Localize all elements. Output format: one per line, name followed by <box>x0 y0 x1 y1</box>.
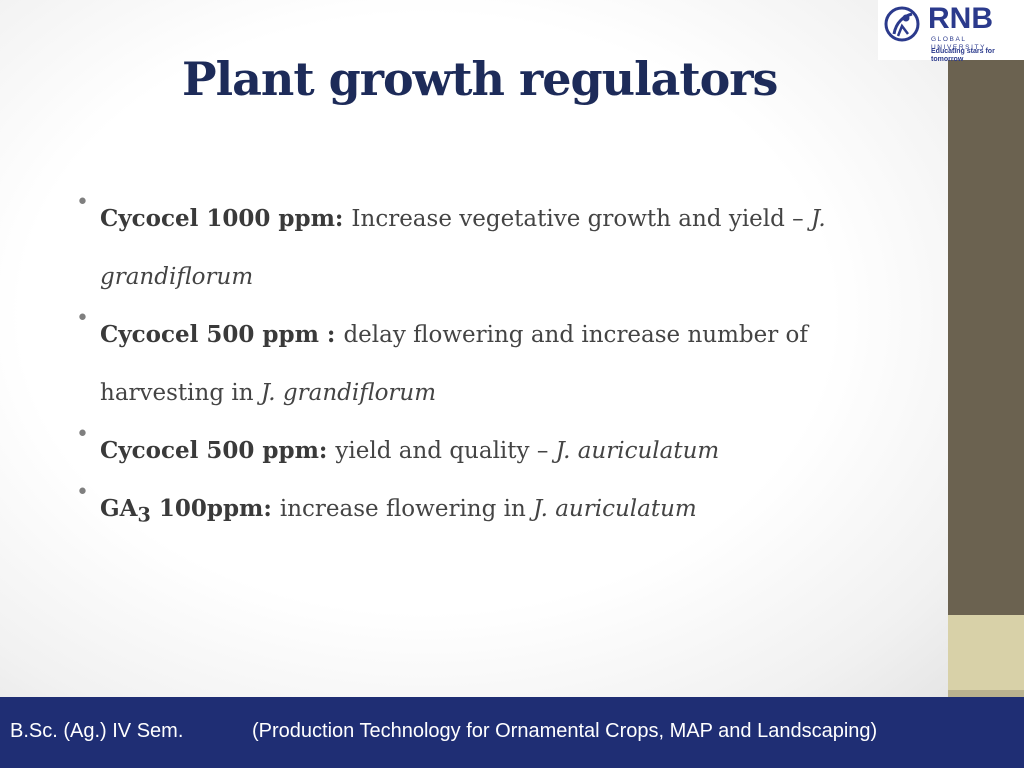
slide-background <box>0 0 948 697</box>
side-panel-strip <box>948 690 1024 697</box>
side-panel-light <box>948 615 1024 697</box>
bullet-species: J. auriculatum <box>555 438 720 464</box>
bullet-term: 100ppm <box>150 495 264 522</box>
footer-bar: B.Sc. (Ag.) IV Sem. (Production Technolo… <box>0 697 1024 768</box>
bullet-species: J. <box>811 206 826 232</box>
bullet-item: • Cycocel 1000 ppm: Increase vegetative … <box>74 190 894 306</box>
bullet-term-subscript: 3 <box>137 503 151 527</box>
bullet-species: grandiflorum <box>100 264 254 290</box>
logo-tagline: Educating stars for tomorrow <box>931 48 995 63</box>
bullet-item: • Cycocel 500 ppm : delay flowering and … <box>74 306 894 422</box>
bullet-text: delay flowering and increase number of <box>343 322 808 348</box>
side-panel-dark <box>948 60 1024 615</box>
bullet-line: GA3 100ppm: increase flowering in J. aur… <box>100 480 894 545</box>
bullet-term: Cycocel 1000 ppm <box>100 205 335 232</box>
slide-title: Plant growth regulators <box>182 52 778 106</box>
bullet-dot-icon: • <box>76 306 89 331</box>
bullet-line: Cycocel 500 ppm : delay flowering and in… <box>100 306 894 364</box>
bullet-term: GA <box>100 495 138 522</box>
bullet-species: J. grandiflorum <box>260 380 437 406</box>
bullet-separator: : <box>318 321 344 348</box>
footer-subject: (Production Technology for Ornamental Cr… <box>252 720 878 742</box>
bullet-dot-icon: • <box>76 480 89 505</box>
bullet-text: yield and quality – <box>335 438 556 464</box>
bullet-line: grandiflorum <box>100 248 894 306</box>
bullet-dot-icon: • <box>76 422 89 447</box>
bullet-item: • GA3 100ppm: increase flowering in J. a… <box>74 480 894 545</box>
bullet-text: increase flowering in <box>279 496 534 522</box>
bullet-dot-icon: • <box>76 190 89 215</box>
bullet-separator: : <box>318 437 336 464</box>
logo-name: RNB <box>928 2 993 35</box>
bullet-line: Cycocel 1000 ppm: Increase vegetative gr… <box>100 190 894 248</box>
bullet-separator: : <box>334 205 352 232</box>
bullet-list: • Cycocel 1000 ppm: Increase vegetative … <box>74 190 894 545</box>
bullet-term: Cycocel 500 ppm <box>100 437 319 464</box>
university-logo: RNB GLOBAL UNIVERSITY Educating stars fo… <box>878 0 1024 63</box>
bullet-line: harvesting in J. grandiflorum <box>100 364 894 422</box>
bullet-item: • Cycocel 500 ppm: yield and quality – J… <box>74 422 894 480</box>
logo-emblem-icon <box>884 6 920 42</box>
bullet-text: Increase vegetative growth and yield – <box>351 206 811 232</box>
bullet-species: J. auriculatum <box>533 496 697 522</box>
bullet-separator: : <box>263 495 280 522</box>
footer-course: B.Sc. (Ag.) IV Sem. <box>10 720 184 742</box>
logo-subtitle: GLOBAL UNIVERSITY <box>931 36 987 51</box>
bullet-text: harvesting in <box>100 380 261 406</box>
bullet-line: Cycocel 500 ppm: yield and quality – J. … <box>100 422 894 480</box>
bullet-term: Cycocel 500 ppm <box>100 321 319 348</box>
